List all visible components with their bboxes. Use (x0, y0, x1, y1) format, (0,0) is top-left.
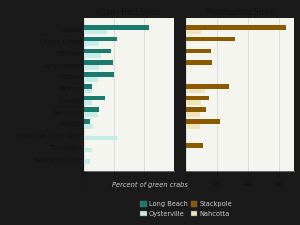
Bar (84, 65, 99, 70)
Bar (84, 136, 117, 140)
Bar (84, 60, 112, 65)
Bar (84, 124, 93, 129)
Bar (84, 108, 99, 112)
Bar (84, 72, 114, 77)
Legend: Long Beach, Oysterville, Stackpole, Nahcotta: Long Beach, Oysterville, Stackpole, Nahc… (137, 199, 235, 219)
Title: Clam Bed Sites: Clam Bed Sites (97, 8, 161, 17)
Bar (186, 49, 211, 53)
Bar (84, 37, 117, 41)
Bar (186, 96, 209, 100)
Bar (186, 30, 201, 34)
Bar (84, 49, 111, 53)
Bar (84, 112, 98, 117)
Bar (186, 108, 206, 112)
Bar (84, 77, 98, 81)
Bar (84, 30, 106, 34)
Bar (84, 100, 92, 105)
Bar (84, 119, 90, 124)
Bar (186, 60, 212, 65)
Bar (84, 148, 92, 152)
Bar (84, 25, 148, 30)
Bar (84, 159, 90, 164)
Bar (186, 119, 220, 124)
Bar (84, 84, 92, 89)
Title: Monitoring Sites: Monitoring Sites (206, 8, 274, 17)
Bar (186, 112, 200, 117)
Bar (186, 143, 203, 148)
Bar (186, 89, 205, 93)
Bar (84, 53, 101, 58)
Bar (186, 25, 286, 30)
Bar (186, 100, 201, 105)
Bar (84, 96, 105, 100)
Bar (84, 41, 99, 46)
Text: Percent of green crabs: Percent of green crabs (112, 182, 188, 188)
Bar (186, 84, 229, 89)
Bar (84, 89, 92, 93)
Bar (186, 124, 200, 129)
Bar (186, 37, 236, 41)
